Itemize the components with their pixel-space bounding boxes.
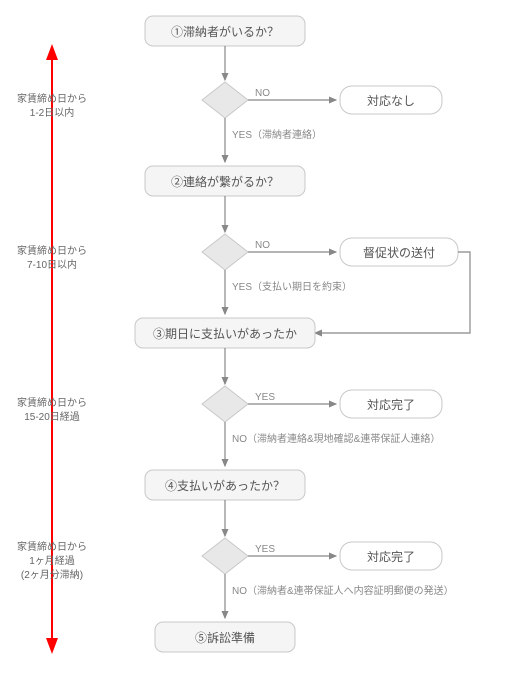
decision-2-no: NO bbox=[255, 240, 270, 251]
outcome-2-label: 督促状の送付 bbox=[363, 245, 435, 260]
decision-4 bbox=[202, 538, 248, 574]
outcome-3-label: 対応完了 bbox=[367, 397, 415, 412]
decision-1 bbox=[202, 82, 248, 118]
timeline-label-4-line2: 1ヶ月経過 bbox=[29, 554, 75, 567]
decision-2 bbox=[202, 234, 248, 270]
decision-1-yes: YES（滞納者連絡） bbox=[232, 128, 322, 141]
decision-3-yes: YES bbox=[255, 392, 275, 403]
timeline-label-3-line2: 15-20日経過 bbox=[24, 410, 80, 423]
decision-4-no: NO（滞納者&連帯保証人へ内容証明郵便の発送） bbox=[232, 584, 454, 597]
timeline-arrow-up bbox=[46, 44, 58, 60]
timeline-label-1-line1: 家賃締め日から bbox=[17, 92, 87, 105]
decision-3-no: NO（滞納者連絡&現地確認&連帯保証人連絡） bbox=[232, 432, 440, 445]
decision-2-yes: YES（支払い期日を約束） bbox=[232, 280, 352, 293]
timeline-label-1-line2: 1-2日以内 bbox=[30, 106, 74, 119]
step-5-label: ⑤訴訟準備 bbox=[195, 630, 255, 645]
step-4-label: ④支払いがあったか？ bbox=[165, 478, 285, 493]
outcome-4-label: 対応完了 bbox=[367, 549, 415, 564]
timeline-arrow-down bbox=[46, 638, 58, 654]
step-3-label: ③期日に支払いがあったか bbox=[153, 326, 297, 341]
step-2-label: ②連絡が繋がるか？ bbox=[171, 174, 279, 189]
timeline-label-3-line1: 家賃締め日から bbox=[17, 396, 87, 409]
timeline-label-4-line3: (2ヶ月分滞納) bbox=[21, 568, 83, 581]
timeline-label-2-line1: 家賃締め日から bbox=[17, 244, 87, 257]
decision-1-no: NO bbox=[255, 88, 270, 99]
step-1-label: ①滞納者がいるか？ bbox=[171, 24, 279, 39]
timeline-label-2-line2: 7-10日以内 bbox=[27, 258, 77, 271]
decision-3 bbox=[202, 386, 248, 422]
outcome-1-label: 対応なし bbox=[367, 94, 415, 108]
decision-4-yes: YES bbox=[255, 544, 275, 555]
timeline-label-4-line1: 家賃締め日から bbox=[17, 540, 87, 553]
